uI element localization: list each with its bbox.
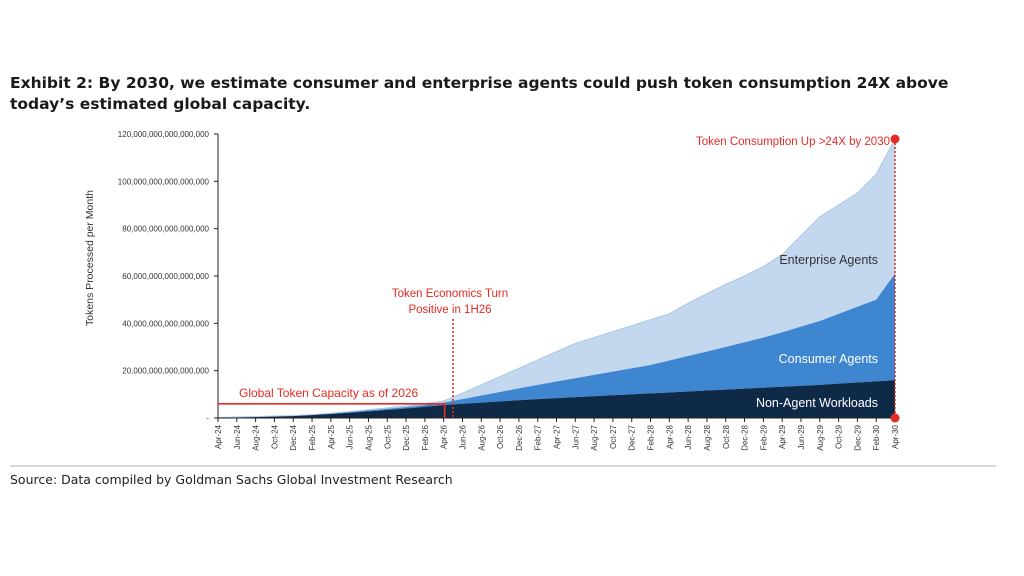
source-note: Source: Data compiled by Goldman Sachs G… [10,472,453,487]
y-tick-label: 100,000,000,000,000,000 [118,177,210,186]
x-tick-label: Feb-30 [872,424,881,450]
x-tick-label: Dec-27 [628,424,637,450]
x-tick-label: Apr-29 [778,424,787,449]
x-tick-label: Jun-27 [571,424,580,449]
x-tick-label: Jun-26 [458,424,467,449]
x-tick-label: Apr-24 [214,424,223,449]
x-tick-label: Aug-24 [252,424,261,450]
x-tick-label: Dec-28 [741,424,750,450]
exhibit-title: Exhibit 2: By 2030, we estimate consumer… [10,74,949,113]
x-tick-label: Jun-24 [233,424,242,449]
x-tick-label: Jun-29 [797,424,806,449]
x-tick-label: Feb-29 [759,424,768,450]
stacked-area-chart: - 20,000,000,000,000,000 40,000,000,000,00… [84,130,900,451]
x-tick-label: Jun-25 [346,424,355,449]
footer-divider [10,465,996,467]
x-tick-label: Aug-28 [703,424,712,450]
x-tick-label: Dec-24 [289,424,298,450]
peak-marker-bottom [890,413,900,423]
area-top-edge [217,138,896,419]
chart-areas [217,138,896,419]
x-tick-label: Dec-25 [402,424,411,450]
x-tick-label: Oct-24 [270,424,279,449]
turn-label-line1: Token Economics Turn [392,288,508,300]
x-tick-label: Aug-29 [816,424,825,450]
x-tick-label: Apr-25 [327,424,336,449]
y-tick-label: - [206,414,209,423]
x-tick-label: Apr-26 [440,424,449,449]
x-tick-label: Oct-28 [722,424,731,449]
y-axis-label: Tokens Processed per Month [84,190,96,326]
x-tick-label: Oct-25 [383,424,392,449]
x-tick-label: Apr-28 [665,424,674,449]
area-enterprise-agents [218,138,895,418]
x-tick-label: Oct-27 [609,424,618,449]
x-tick-label: Dec-29 [853,424,862,450]
chart-axes: - 20,000,000,000,000,000 40,000,000,000,00… [118,130,900,451]
x-tick-label: Oct-29 [835,424,844,449]
series-label-non-agent-workloads: Non-Agent Workloads [756,396,878,410]
x-tick-label: Oct-26 [496,424,505,449]
x-tick-label: Dec-26 [515,424,524,450]
area-non-agent-workloads [218,380,895,418]
series-label-enterprise-agents: Enterprise Agents [779,253,878,267]
x-tick-label: Apr-30 [891,424,900,449]
x-tick-label: Feb-28 [647,424,656,450]
peak-label: Token Consumption Up >24X by 2030 [696,136,890,148]
x-tick-label: Feb-27 [534,424,543,450]
x-tick-label: Aug-26 [477,424,486,450]
x-tick-label: Aug-27 [590,424,599,450]
x-tick-label: Apr-27 [553,424,562,449]
y-tick-label: 40,000,000,000,000,000 [122,319,209,328]
y-tick-label: 120,000,000,000,000,000 [118,130,210,139]
x-tick-label: Feb-25 [308,424,317,450]
y-tick-label: 20,000,000,000,000,000 [122,367,209,376]
y-tick-label: 80,000,000,000,000,000 [122,225,209,234]
area-consumer-agents [218,273,895,418]
chart-series-labels: Enterprise Agents Consumer Agents Non-Agen… [756,253,878,410]
capacity-line [218,402,446,418]
series-label-consumer-agents: Consumer Agents [779,352,878,366]
capacity-label: Global Token Capacity as of 2026 [239,386,419,400]
turn-label-line2: Positive in 1H26 [408,304,491,316]
x-tick-label: Jun-28 [684,424,693,449]
y-tick-label: 60,000,000,000,000,000 [122,272,209,281]
peak-marker-top [890,134,900,144]
chart-annotations: Global Token Capacity as of 2026 Token Ec… [218,134,900,423]
x-tick-label: Aug-25 [364,424,373,450]
x-tick-label: Feb-26 [421,424,430,450]
